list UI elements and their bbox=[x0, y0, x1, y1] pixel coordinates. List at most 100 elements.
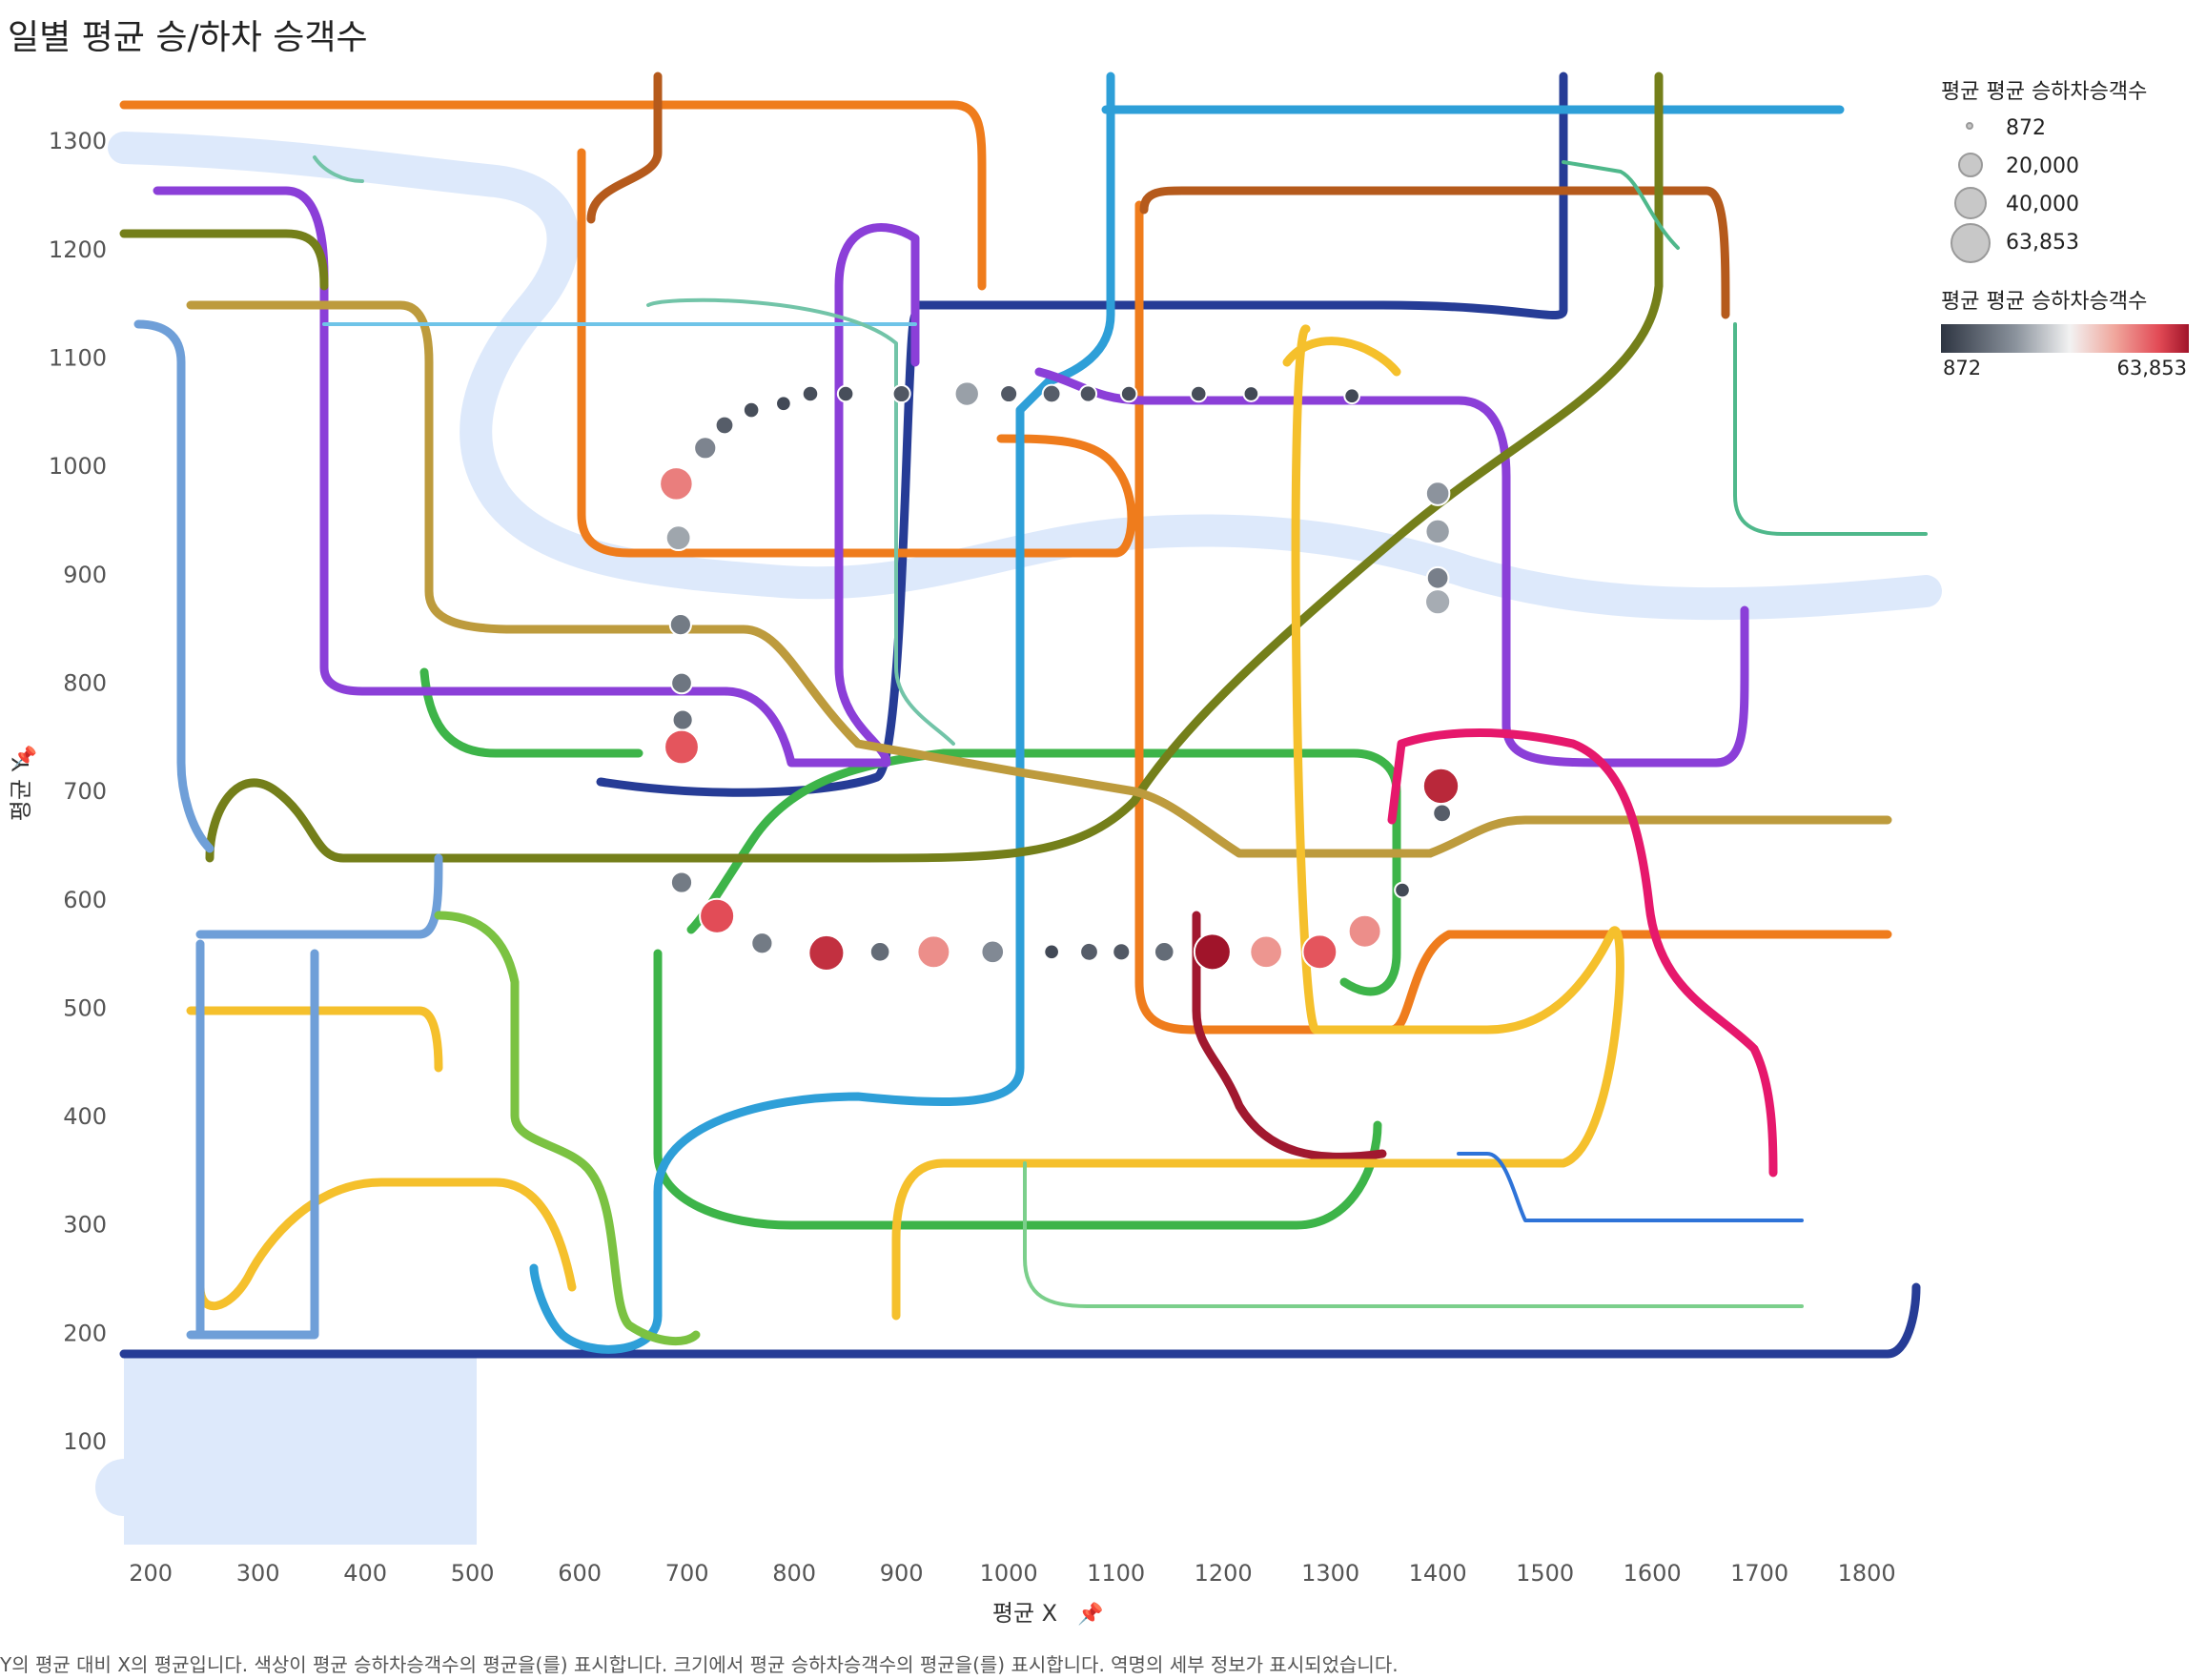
data-point[interactable] bbox=[999, 383, 1019, 404]
page-title: 일별 평균 승/하차 승객수 bbox=[8, 18, 368, 57]
y-tick-label: 200 bbox=[63, 1320, 107, 1346]
data-point[interactable] bbox=[836, 384, 855, 403]
line-7 bbox=[205, 72, 1664, 863]
data-point[interactable] bbox=[742, 400, 761, 420]
data-point[interactable] bbox=[1394, 881, 1411, 899]
x-tick-label: 1300 bbox=[1301, 1560, 1359, 1587]
data-point[interactable] bbox=[1112, 942, 1132, 962]
legend: 평균 평균 승하차승객수 872 20,000 40,000 63,853 평균… bbox=[1941, 74, 2206, 381]
y-tick-label: 600 bbox=[63, 887, 107, 913]
x-tick-label: 200 bbox=[129, 1560, 173, 1587]
footer-caption: Y의 평균 대비 X의 평균입니다. 색상이 평균 승하차승객수의 평균을(를)… bbox=[0, 1653, 1399, 1676]
data-point[interactable] bbox=[699, 897, 736, 934]
pin-icon-y[interactable]: 📌 bbox=[13, 745, 37, 768]
data-point[interactable] bbox=[801, 384, 820, 403]
pin-icon[interactable]: 📌 bbox=[1077, 1601, 1103, 1627]
size-legend-title: 평균 평균 승하차승객수 bbox=[1941, 80, 2148, 104]
data-point[interactable] bbox=[1119, 384, 1138, 403]
line-9 bbox=[186, 300, 1435, 858]
color-legend-labels: 872 63,853 bbox=[1941, 353, 2206, 381]
shinbundang-line bbox=[1192, 911, 1387, 1161]
y-tick-label: 1000 bbox=[49, 453, 107, 480]
size-circle-max bbox=[1951, 223, 1991, 263]
y-tick-label: 700 bbox=[63, 778, 107, 805]
size-legend-item: 872 bbox=[1941, 111, 2206, 149]
data-point[interactable] bbox=[1189, 384, 1208, 403]
data-point[interactable] bbox=[1041, 383, 1062, 404]
x-tick-label: 1200 bbox=[1195, 1560, 1253, 1587]
arex-line bbox=[133, 319, 214, 853]
data-point[interactable] bbox=[664, 524, 692, 552]
data-point[interactable] bbox=[1249, 934, 1283, 970]
line-3 bbox=[119, 100, 987, 291]
y-tick-label: 800 bbox=[63, 669, 107, 696]
x-tick-label: 500 bbox=[451, 1560, 495, 1587]
size-legend-item: 20,000 bbox=[1941, 149, 2206, 187]
color-max-label: 63,853 bbox=[2116, 357, 2187, 379]
data-point[interactable] bbox=[980, 939, 1006, 965]
data-point[interactable] bbox=[1078, 384, 1098, 403]
data-point[interactable] bbox=[953, 380, 980, 407]
data-point[interactable] bbox=[693, 436, 718, 461]
data-point[interactable] bbox=[1343, 387, 1360, 405]
y-axis: 100 200 300 400 500 600 700 800 900 1000 1100 1200 1… bbox=[49, 128, 107, 1455]
data-point[interactable] bbox=[668, 612, 692, 637]
x-tick-label: 600 bbox=[558, 1560, 602, 1587]
x-axis-label: 평균 X bbox=[992, 1600, 1057, 1627]
x-tick-label: 700 bbox=[665, 1560, 709, 1587]
data-point[interactable] bbox=[807, 933, 846, 972]
data-point[interactable] bbox=[868, 941, 891, 963]
data-point[interactable] bbox=[671, 708, 694, 731]
y-tick-label: 1100 bbox=[49, 344, 107, 371]
data-point[interactable] bbox=[670, 671, 693, 695]
x-tick-label: 1000 bbox=[980, 1560, 1038, 1587]
data-point[interactable] bbox=[1424, 588, 1452, 616]
data-point[interactable] bbox=[1425, 565, 1450, 590]
x-tick-label: 300 bbox=[236, 1560, 280, 1587]
data-point[interactable] bbox=[664, 728, 700, 766]
x-tick-label: 1700 bbox=[1730, 1560, 1788, 1587]
size-legend-label: 40,000 bbox=[2006, 193, 2079, 216]
y-tick-label: 1200 bbox=[49, 236, 107, 263]
data-point[interactable] bbox=[1242, 385, 1260, 402]
data-point[interactable] bbox=[659, 466, 694, 502]
data-point[interactable] bbox=[1424, 518, 1451, 545]
y-tick-label: 900 bbox=[63, 562, 107, 588]
size-legend-item: 40,000 bbox=[1941, 187, 2206, 225]
data-point[interactable] bbox=[669, 871, 694, 894]
size-circle-small bbox=[1966, 122, 1973, 130]
y-tick-label: 500 bbox=[63, 994, 107, 1021]
x-tick-label: 1600 bbox=[1624, 1560, 1682, 1587]
data-point[interactable] bbox=[1193, 932, 1232, 972]
data-point[interactable] bbox=[1043, 943, 1060, 961]
x-tick-label: 1500 bbox=[1516, 1560, 1574, 1587]
color-min-label: 872 bbox=[1943, 357, 1982, 379]
data-point[interactable] bbox=[916, 934, 951, 970]
y-tick-label: 1300 bbox=[49, 128, 107, 154]
x-tick-label: 1800 bbox=[1838, 1560, 1896, 1587]
y-tick-label: 100 bbox=[63, 1428, 107, 1455]
data-point[interactable] bbox=[1347, 913, 1382, 949]
data-point[interactable] bbox=[1432, 803, 1453, 824]
data-point[interactable] bbox=[891, 383, 911, 404]
size-legend-label: 20,000 bbox=[2006, 154, 2079, 178]
data-point[interactable] bbox=[1301, 933, 1338, 971]
suin-line bbox=[434, 911, 701, 1346]
data-point[interactable] bbox=[750, 932, 774, 955]
data-point[interactable] bbox=[714, 415, 735, 436]
x-tick-label: 900 bbox=[880, 1560, 924, 1587]
x-tick-label: 1100 bbox=[1087, 1560, 1145, 1587]
data-point[interactable] bbox=[1424, 481, 1451, 506]
data-point[interactable] bbox=[1421, 767, 1460, 806]
y-tick-label: 400 bbox=[63, 1103, 107, 1130]
data-point[interactable] bbox=[775, 395, 792, 413]
x-tick-label: 400 bbox=[343, 1560, 387, 1587]
data-point[interactable] bbox=[1153, 941, 1175, 963]
suin-bundang-line bbox=[891, 324, 1624, 1321]
y-axis-label: 평균 Y bbox=[8, 757, 34, 821]
data-point[interactable] bbox=[1079, 941, 1099, 962]
x-tick-label: 1400 bbox=[1409, 1560, 1467, 1587]
y-tick-label: 300 bbox=[63, 1212, 107, 1239]
size-legend-label: 63,853 bbox=[2006, 231, 2079, 255]
river-lower bbox=[124, 1354, 477, 1545]
